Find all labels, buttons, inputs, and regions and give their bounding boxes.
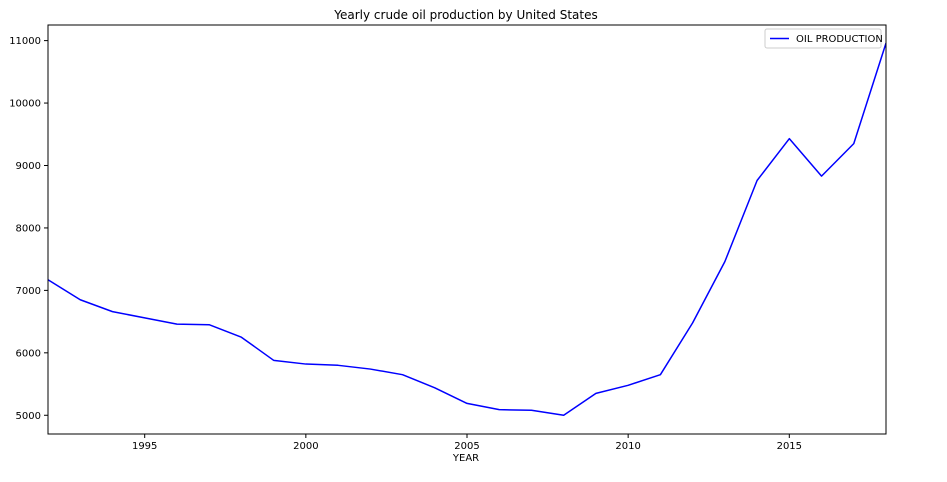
legend-box bbox=[764, 28, 882, 49]
y-tick-label: 9000 bbox=[16, 161, 41, 172]
x-axis: 1995 2000 2005 2010 2015 bbox=[132, 434, 802, 452]
y-tick-label: 5000 bbox=[16, 411, 41, 422]
y-tick-label: 8000 bbox=[16, 223, 41, 234]
x-axis-label: YEAR bbox=[452, 453, 479, 464]
x-tick-label: 2015 bbox=[777, 441, 802, 452]
legend-label: OIL PRODUCTION bbox=[796, 34, 883, 45]
legend: OIL PRODUCTION bbox=[764, 28, 883, 49]
chart-title: Yearly crude oil production by United St… bbox=[333, 8, 597, 22]
y-tick-label: 11000 bbox=[9, 36, 41, 47]
x-tick-label: 2000 bbox=[293, 441, 318, 452]
x-tick-label: 2005 bbox=[454, 441, 479, 452]
plot-frame bbox=[47, 24, 887, 435]
y-tick-label: 10000 bbox=[9, 99, 41, 110]
y-tick-label: 6000 bbox=[16, 348, 41, 359]
y-axis: 5000 6000 7000 8000 9000 10000 11000 bbox=[9, 36, 48, 422]
series-layer bbox=[48, 42, 886, 417]
x-tick-label: 1995 bbox=[132, 441, 157, 452]
y-tick-label: 7000 bbox=[16, 286, 41, 297]
series-line-oil-production bbox=[48, 42, 886, 417]
x-tick-label: 2010 bbox=[615, 441, 640, 452]
